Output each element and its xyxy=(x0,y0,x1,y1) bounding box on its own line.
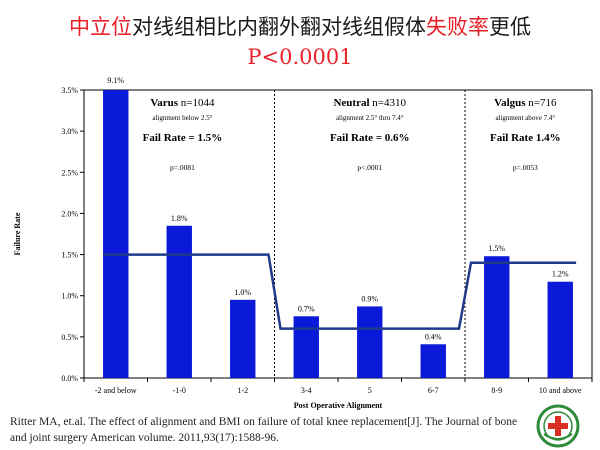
group-p-value: p=.0053 xyxy=(513,163,538,172)
group-name: Valgus xyxy=(494,97,528,109)
y-tick-label: 1.0% xyxy=(61,292,78,301)
group-alignment: alignment below 2.5° xyxy=(152,114,212,122)
bar-data-label: 1.5% xyxy=(488,244,505,253)
bar xyxy=(103,90,129,378)
x-tick-label: 10 and above xyxy=(539,386,582,395)
x-tick-label: -1-0 xyxy=(173,386,186,395)
title-segment: 更低 xyxy=(489,15,531,39)
failure-rate-chart: 0.0% 0.5% 1.0% 1.5% 2.0% 2.5% 3.0% 3.5% Failure … xyxy=(13,76,593,410)
citation: Ritter MA, et.al. The effect of alignmen… xyxy=(10,416,518,444)
hospital-logo-icon xyxy=(536,404,580,448)
title-segment: 对线组相比内翻外翻对线组假体 xyxy=(132,15,426,39)
group-fail-rate: Fail Rate = 0.6% xyxy=(330,132,410,144)
title-segment: 失败率 xyxy=(426,15,489,39)
chart-bars xyxy=(103,90,577,378)
bar-data-label: 1.2% xyxy=(552,270,569,279)
bar xyxy=(230,299,256,378)
group-count: n=1044 xyxy=(181,97,215,109)
x-tick-label: 8-9 xyxy=(491,386,502,395)
bar-data-label: 1.0% xyxy=(234,288,251,297)
group-count: n=4310 xyxy=(372,97,406,109)
x-axis-label: Post Operative Alignment xyxy=(294,401,383,410)
y-tick-label: 1.5% xyxy=(61,251,78,260)
bar xyxy=(357,306,383,378)
bar xyxy=(166,225,192,378)
title-segment: 中立位 xyxy=(69,15,132,39)
y-axis-label: Failure Rate xyxy=(13,212,22,255)
group-name: Varus xyxy=(150,97,180,109)
bar xyxy=(293,316,319,378)
y-tick-label: 3.0% xyxy=(61,127,78,136)
slide-title-line1: 中立位对线组相比内翻外翻对线组假体失败率更低 xyxy=(0,14,600,40)
group-alignment: alignment above 7.4° xyxy=(495,114,555,122)
x-tick-label: 3-4 xyxy=(301,386,312,395)
group-header: Valgus n=716 xyxy=(494,97,557,109)
y-tick-label: 2.0% xyxy=(61,209,78,218)
group-count: n=716 xyxy=(528,97,557,109)
group-p-value: p=.0081 xyxy=(170,163,195,172)
x-tick-label: 1-2 xyxy=(237,386,248,395)
y-tick-label: 2.5% xyxy=(61,168,78,177)
slide-title-pvalue: P<0.0001 xyxy=(247,45,353,69)
x-tick-label: 6-7 xyxy=(428,386,439,395)
group-fail-rate: Fail Rate = 1.5% xyxy=(143,132,223,144)
chart-labels: 9.1% -2 and below 1.8% -1-0 1.0% 1-2 0.7% 3-4 0.… xyxy=(95,76,582,395)
chart-axes: 0.0% 0.5% 1.0% 1.5% 2.0% 2.5% 3.0% 3.5% Failure … xyxy=(13,86,593,410)
bar xyxy=(484,256,510,378)
bar-data-label: 0.7% xyxy=(298,304,315,313)
bar-data-label: 0.9% xyxy=(361,294,378,303)
x-tick-label: -2 and below xyxy=(95,386,137,395)
y-tick-label: 0.5% xyxy=(61,333,78,342)
bar-data-label: 1.8% xyxy=(171,214,188,223)
y-tick-label: 3.5% xyxy=(61,86,78,95)
group-name: Neutral xyxy=(333,97,372,109)
group-fail-rate: Fail Rate 1.4% xyxy=(490,132,561,144)
group-p-value: p<.0001 xyxy=(357,163,382,172)
bar-data-label: 9.1% xyxy=(107,76,124,85)
x-tick-label: 5 xyxy=(368,386,372,395)
bar-data-label: 0.4% xyxy=(425,332,442,341)
group-header: Neutral n=4310 xyxy=(333,97,406,109)
group-header: Varus n=1044 xyxy=(150,97,215,109)
group-fail-rate-line xyxy=(103,253,577,330)
y-tick-label: 0.0% xyxy=(61,374,78,383)
group-alignment: alignment 2.5° thru 7.4° xyxy=(336,114,404,122)
bar xyxy=(420,344,446,378)
bar xyxy=(547,281,573,378)
